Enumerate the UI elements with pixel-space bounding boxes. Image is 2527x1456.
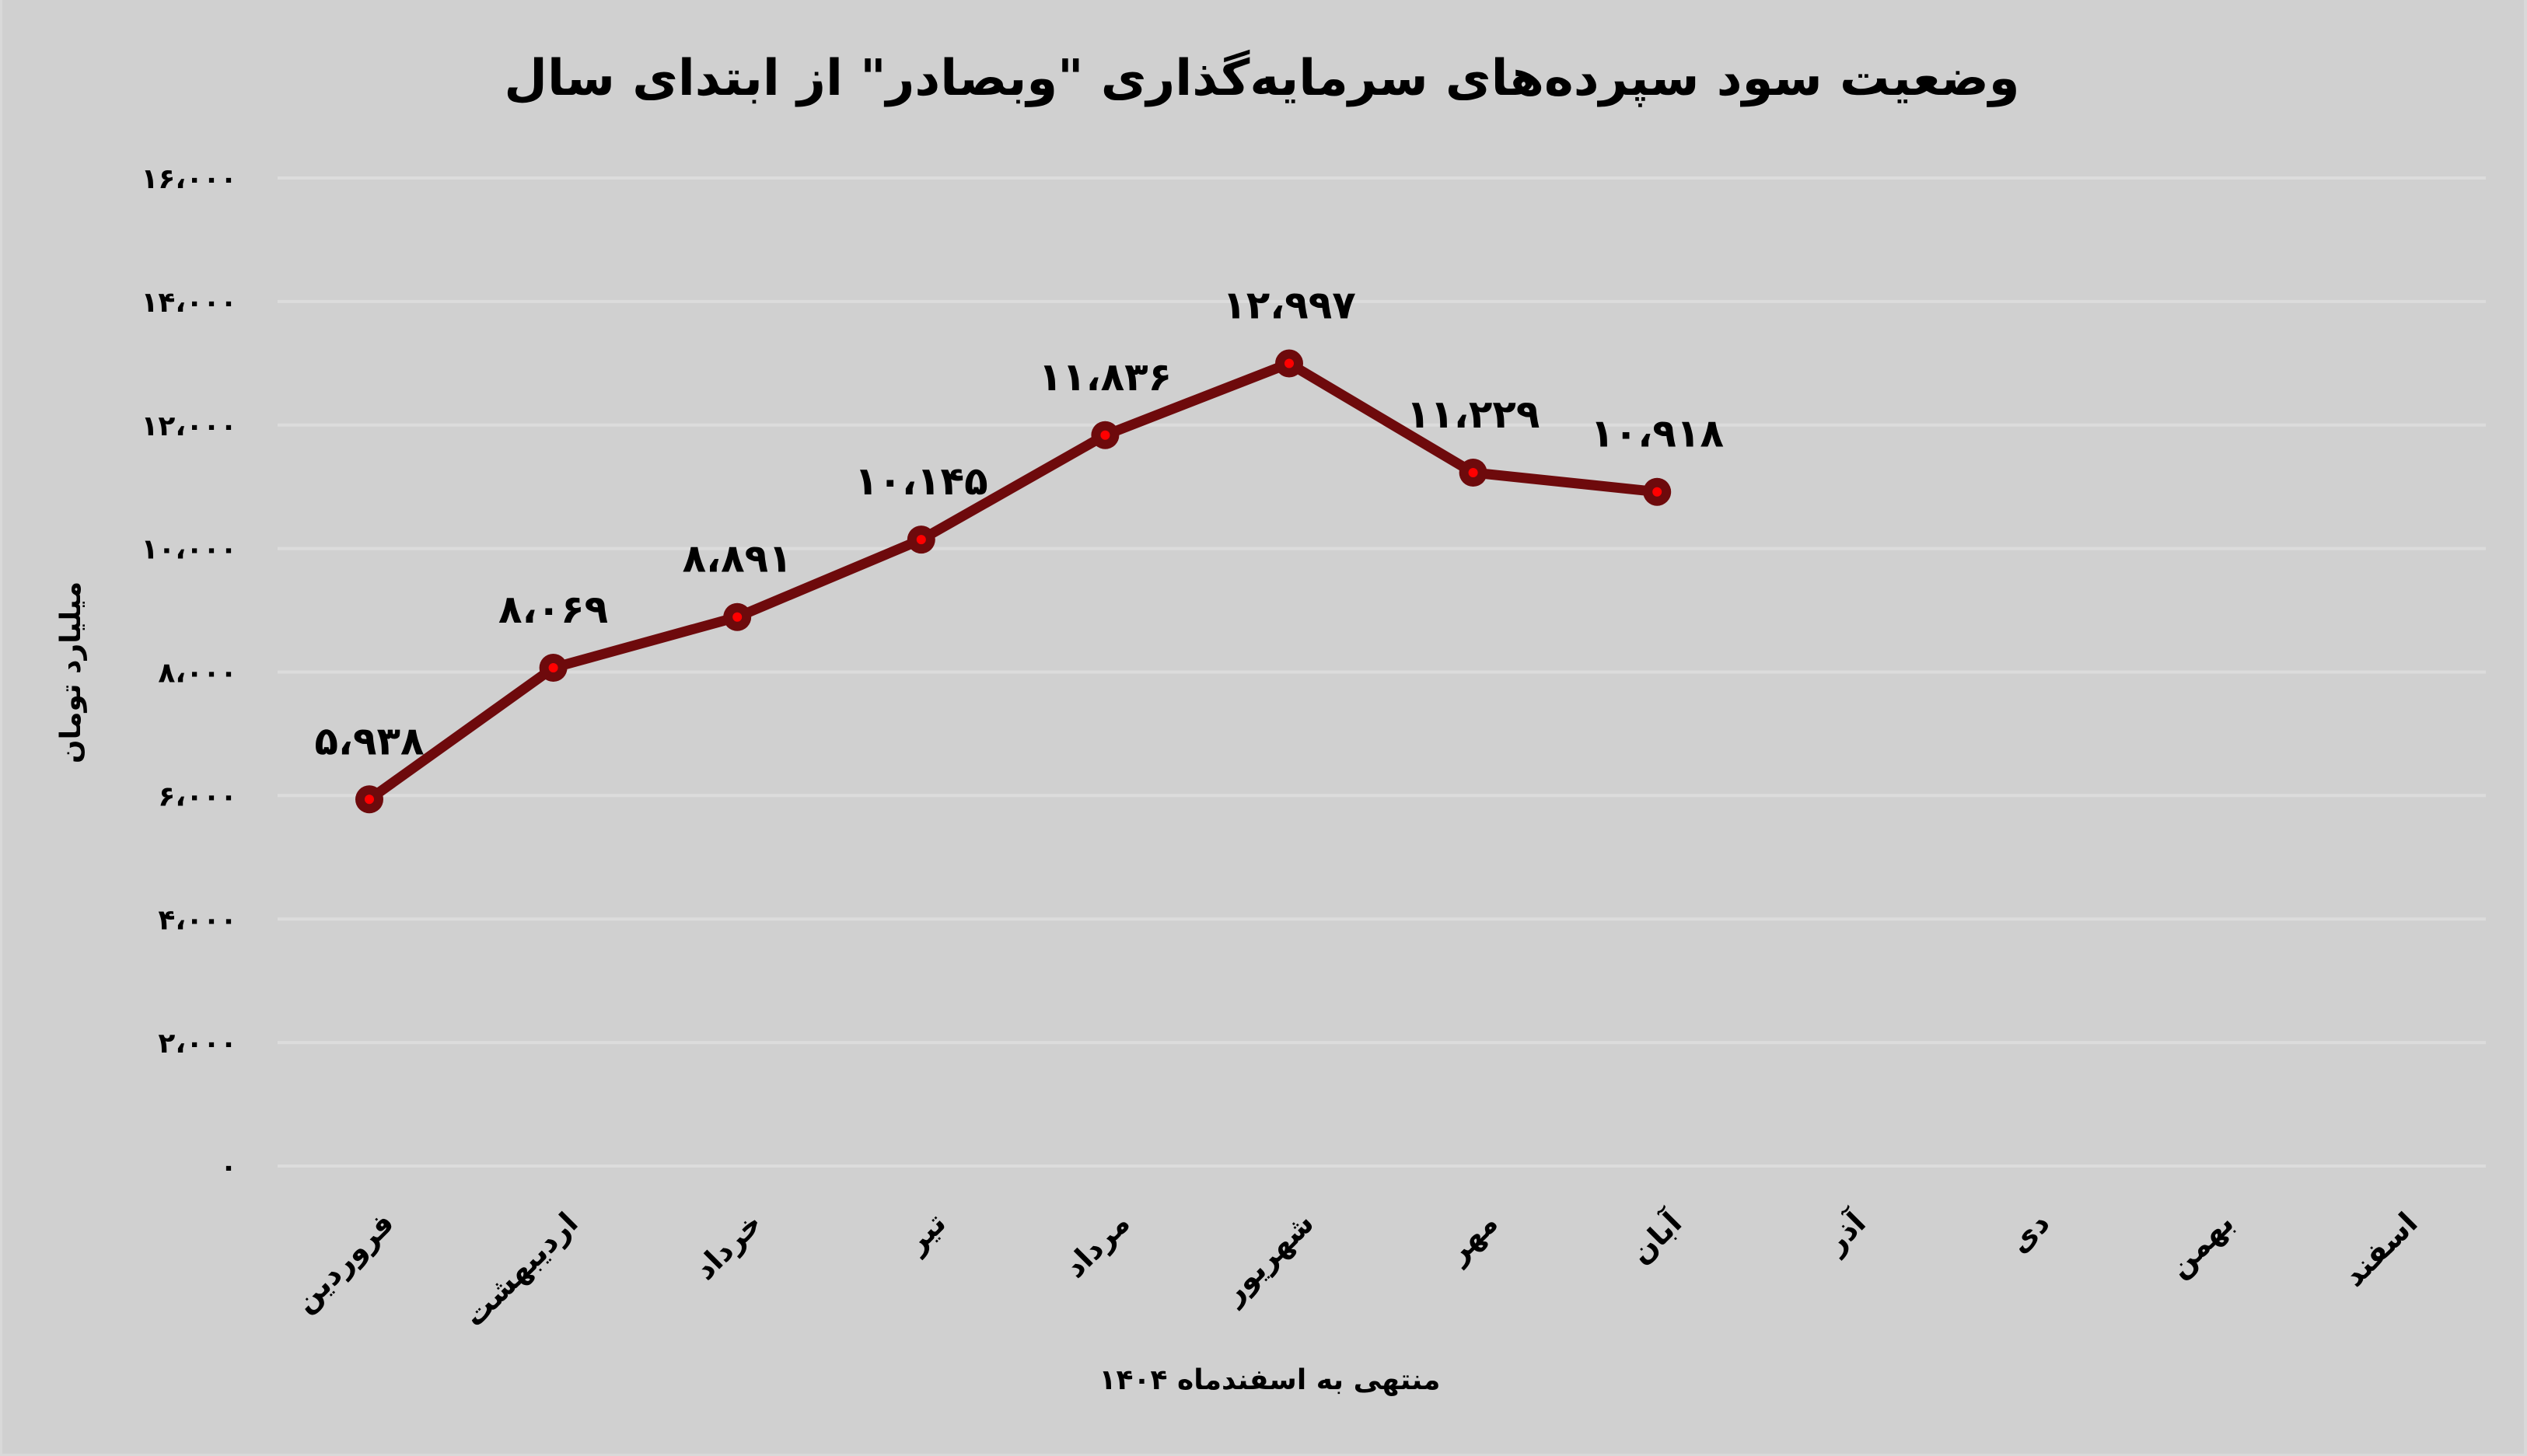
y-tick-label: ۱۲،۰۰۰ [141, 410, 237, 442]
y-axis-ticks: ۰ ۲،۰۰۰ ۴،۰۰۰ ۶،۰۰۰ ۸،۰۰۰ ۱۰،۰۰۰ ۱۲،۰۰۰ ۱۴،۰۰۰ ۱… [141, 163, 237, 1183]
x-tick-label: مرداد [1057, 1206, 1136, 1284]
y-tick-label: ۸،۰۰۰ [158, 658, 237, 690]
data-point: ۱۱،۸۳۶ [1039, 354, 1173, 449]
x-tick-label: آبان [1623, 1204, 1690, 1271]
x-tick-label: مهر [1439, 1206, 1505, 1271]
data-point: ۱۰،۱۴۵ [855, 459, 988, 554]
y-tick-label: ۱۰،۰۰۰ [141, 534, 237, 566]
marker-center [732, 612, 743, 622]
y-axis-title: میلیارد تومان [55, 581, 87, 763]
data-label: ۱۰،۱۴۵ [855, 459, 988, 504]
data-label: ۱۱،۸۳۶ [1039, 354, 1173, 400]
y-tick-label: ۱۴،۰۰۰ [141, 287, 237, 319]
marker-center [1284, 358, 1294, 368]
x-tick-label: آذر [1816, 1204, 1873, 1261]
marker-center [1652, 487, 1662, 497]
x-tick-label: شهریور [1215, 1206, 1320, 1311]
data-point: ۱۰،۹۱۸ [1590, 411, 1724, 506]
data-label: ۸،۸۹۱ [683, 536, 792, 581]
y-tick-label: ۶،۰۰۰ [158, 780, 237, 812]
data-point: ۵،۹۳۸ [314, 718, 425, 814]
gridlines [278, 176, 2486, 1168]
data-label: ۱۱،۲۲۹ [1407, 392, 1540, 437]
x-tick-label: دی [2002, 1206, 2057, 1260]
marker-center [548, 663, 558, 673]
y-tick-label: ۰ [220, 1151, 237, 1183]
x-tick-label: اردیبهشت [457, 1206, 585, 1333]
data-label: ۸،۰۶۹ [498, 587, 608, 632]
series-line [366, 358, 1658, 804]
x-tick-label: تیر [898, 1206, 952, 1260]
data-point: ۱۲،۹۹۷ [1222, 283, 1356, 378]
data-series: ۵،۹۳۸ ۸،۰۶۹ ۸،۸۹۱ ۱۰،۱۴۵ ۱۱،۸۳۶ ۱۲،۹۹۷ ۱۱،۲۲۹ ۱… [314, 283, 1724, 814]
data-point: ۱۱،۲۲۹ [1407, 392, 1540, 487]
data-label: ۱۲،۹۹۷ [1222, 283, 1356, 328]
y-tick-label: ۴،۰۰۰ [158, 904, 237, 936]
x-axis-ticks: فروردین اردیبهشت خرداد تیر مرداد شهریور مهر آبا… [288, 1204, 2424, 1333]
x-axis-title: منتهی به اسفندماه ۱۴۰۴ [1099, 1364, 1441, 1396]
data-label: ۱۰،۹۱۸ [1590, 411, 1724, 456]
data-point: ۸،۰۶۹ [498, 587, 608, 683]
marker-center [1468, 467, 1478, 477]
y-tick-label: ۱۶،۰۰۰ [141, 163, 237, 195]
data-point: ۸،۸۹۱ [683, 536, 792, 631]
x-tick-label: فروردین [288, 1206, 401, 1319]
x-tick-label: اسفند [2337, 1206, 2424, 1294]
marker-center [916, 535, 926, 545]
data-label: ۵،۹۳۸ [314, 718, 424, 763]
x-tick-label: بهمن [2162, 1206, 2240, 1284]
chart-title: وضعیت سود سپرده‌های سرمایه‌گذاری "وبصادر… [504, 49, 2019, 107]
marker-center [1100, 430, 1110, 440]
x-tick-label: خرداد [687, 1206, 768, 1287]
marker-center [365, 794, 374, 805]
y-tick-label: ۲،۰۰۰ [158, 1028, 237, 1060]
